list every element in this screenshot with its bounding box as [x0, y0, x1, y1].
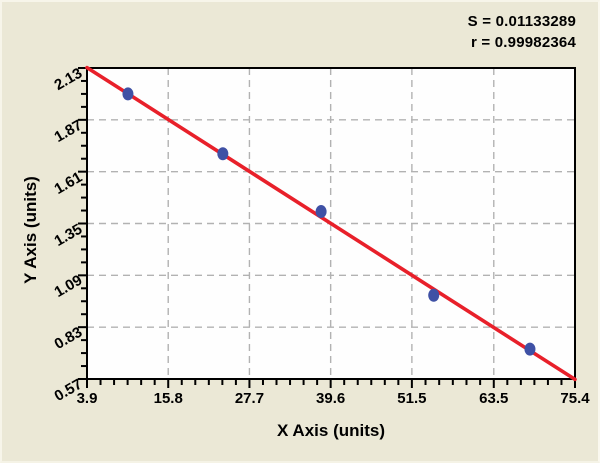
data-point — [428, 288, 440, 302]
x-axis-title: X Axis (units) — [277, 421, 385, 440]
data-point — [315, 205, 327, 219]
stat-s-value: S = 0.01133289 — [467, 13, 576, 30]
fit-statistics: S = 0.01133289 r = 0.99982364 — [468, 11, 576, 53]
x-tick-label: 51.5 — [397, 390, 427, 407]
x-tick-label: 3.9 — [76, 390, 98, 407]
plot-border — [86, 67, 576, 380]
stat-r-value: r = 0.99982364 — [471, 34, 576, 51]
regression-line — [85, 65, 577, 382]
x-tick-label: 75.4 — [560, 390, 590, 407]
data-point — [524, 342, 536, 356]
x-tick-label: 63.5 — [479, 390, 509, 407]
data-point — [217, 147, 229, 161]
x-tick-label: 27.7 — [234, 390, 265, 407]
x-tick-label: 39.6 — [316, 390, 346, 407]
data-point — [122, 87, 134, 101]
y-axis-title: Y Axis (units) — [21, 176, 40, 284]
x-tick-label: 15.8 — [153, 390, 183, 407]
